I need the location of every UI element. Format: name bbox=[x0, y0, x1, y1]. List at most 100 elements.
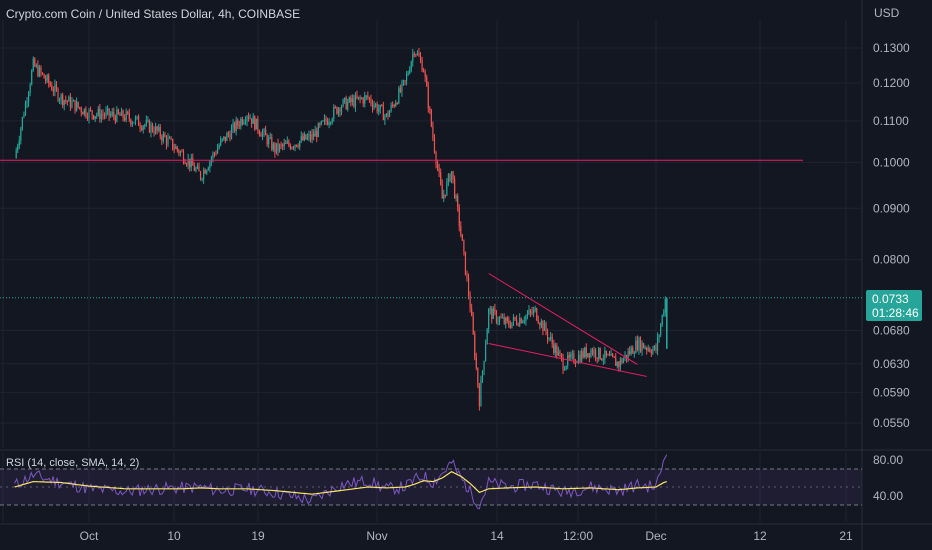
candle bbox=[32, 56, 34, 72]
candle-body bbox=[517, 324, 519, 326]
candle-body bbox=[441, 184, 443, 199]
y-tick-label: 0.0800 bbox=[873, 253, 910, 267]
candle bbox=[325, 115, 327, 126]
candle bbox=[357, 96, 360, 101]
candle-body bbox=[213, 153, 216, 155]
candle bbox=[173, 143, 175, 154]
candle bbox=[526, 309, 529, 320]
candle-body bbox=[97, 108, 99, 115]
candle bbox=[244, 116, 247, 126]
candle-body bbox=[565, 365, 567, 370]
candle-body bbox=[295, 144, 298, 147]
candle-body bbox=[539, 323, 541, 326]
candle-body bbox=[551, 337, 553, 344]
candle-body bbox=[370, 98, 372, 104]
candle bbox=[141, 124, 143, 132]
candle bbox=[664, 296, 666, 317]
candle bbox=[247, 112, 250, 122]
candle bbox=[102, 109, 104, 120]
candle bbox=[320, 120, 322, 126]
candle-body bbox=[251, 118, 253, 124]
candle bbox=[182, 149, 185, 165]
candle bbox=[480, 375, 482, 407]
candle bbox=[407, 70, 409, 76]
candle-body bbox=[392, 104, 394, 106]
candle bbox=[18, 135, 20, 150]
candle-body bbox=[82, 112, 84, 115]
candle bbox=[404, 80, 406, 86]
candle-body bbox=[379, 104, 381, 110]
candle bbox=[436, 159, 439, 172]
candle-body bbox=[330, 122, 332, 124]
candle-body bbox=[658, 335, 660, 338]
candle bbox=[534, 305, 536, 313]
candle bbox=[80, 106, 82, 117]
candle bbox=[354, 92, 357, 112]
candle bbox=[495, 309, 498, 325]
candle-body bbox=[477, 367, 479, 386]
candle-body bbox=[319, 123, 321, 125]
candle bbox=[529, 308, 532, 317]
candle-body bbox=[274, 143, 276, 153]
candle bbox=[130, 118, 132, 127]
candle-body bbox=[407, 73, 409, 75]
candle-body bbox=[444, 194, 446, 196]
candle-body bbox=[446, 181, 448, 196]
candle bbox=[97, 105, 99, 117]
candle bbox=[196, 163, 199, 170]
candle-body bbox=[546, 332, 549, 339]
candle-body bbox=[582, 351, 584, 358]
candle-body bbox=[587, 353, 589, 358]
candle bbox=[77, 101, 79, 109]
candle bbox=[550, 332, 552, 342]
candle-body bbox=[410, 61, 412, 71]
candle-body bbox=[563, 369, 566, 371]
candle bbox=[567, 351, 569, 370]
candle-body bbox=[83, 108, 85, 115]
candle-body bbox=[159, 126, 161, 137]
candle-body bbox=[15, 150, 17, 159]
candle-body bbox=[452, 171, 454, 179]
candle-body bbox=[257, 118, 259, 131]
candle-body bbox=[110, 114, 112, 116]
candle bbox=[430, 108, 432, 128]
candle bbox=[328, 118, 330, 129]
candle-body bbox=[409, 70, 411, 74]
candle-body bbox=[271, 137, 273, 150]
candle-body bbox=[471, 308, 473, 316]
candle bbox=[593, 346, 595, 358]
candle-body bbox=[303, 134, 305, 141]
candle-body bbox=[475, 357, 477, 368]
candle-body bbox=[23, 115, 25, 118]
candle bbox=[546, 328, 549, 344]
candle-body bbox=[60, 94, 62, 100]
candle bbox=[234, 121, 236, 133]
candle-body bbox=[556, 345, 558, 356]
candle-body bbox=[579, 354, 581, 362]
candle-body bbox=[649, 348, 651, 352]
candle bbox=[297, 143, 299, 149]
candle-body bbox=[339, 108, 341, 112]
candle-body bbox=[46, 75, 48, 81]
candle bbox=[441, 179, 443, 199]
rsi-label: RSI (14, close, SMA, 14, 2) bbox=[6, 457, 140, 469]
candle-body bbox=[265, 129, 267, 136]
candle bbox=[367, 91, 369, 100]
candle-body bbox=[275, 143, 278, 153]
candle-body bbox=[607, 354, 609, 356]
candle-body bbox=[553, 343, 555, 353]
candle-body bbox=[328, 122, 330, 125]
candle-body bbox=[608, 354, 611, 356]
candle bbox=[388, 109, 391, 118]
candle bbox=[601, 357, 603, 362]
candle-body bbox=[268, 138, 270, 145]
candle-body bbox=[405, 74, 408, 81]
candle-body bbox=[313, 133, 315, 137]
candle-body bbox=[353, 98, 355, 107]
candle bbox=[590, 348, 592, 359]
candle-body bbox=[181, 151, 183, 153]
candle bbox=[342, 98, 344, 108]
candle bbox=[178, 148, 180, 157]
rsi-line bbox=[14, 454, 668, 510]
